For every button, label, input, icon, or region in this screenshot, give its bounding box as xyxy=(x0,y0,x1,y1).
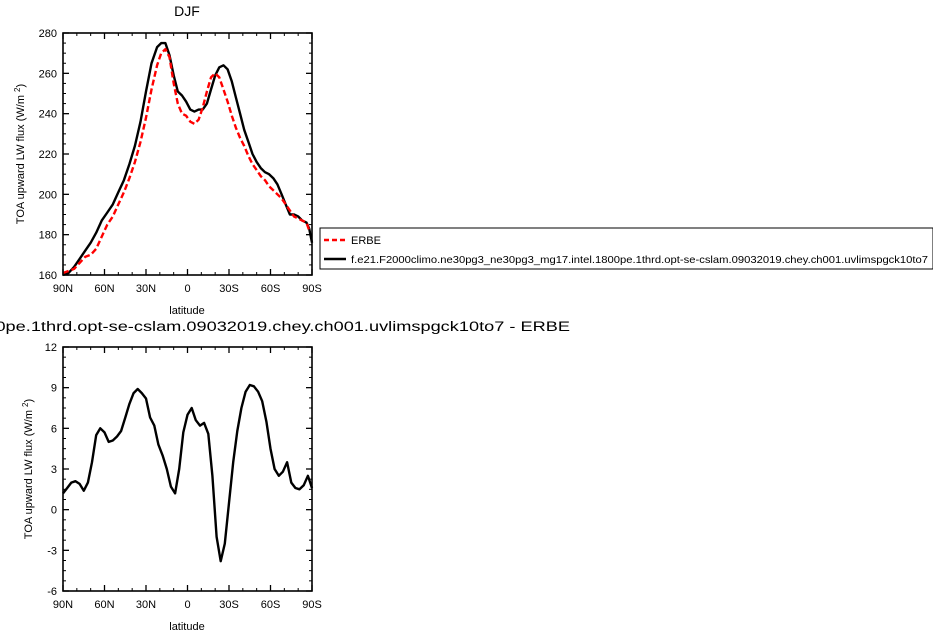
x-tick-label: 90N xyxy=(53,283,73,295)
series-line-0 xyxy=(62,383,314,563)
series-lines-bottom xyxy=(62,383,314,563)
plot-frame-bottom xyxy=(62,346,313,592)
y-axis-label-top: TOA upward LW flux (W/m 2) xyxy=(13,84,28,224)
y-tick-label: 12 xyxy=(45,342,57,354)
y-tick-label: 160 xyxy=(39,270,57,282)
y-axis-label-top-text: TOA upward LW flux (W/m xyxy=(15,95,27,224)
x-tick-label: 0 xyxy=(184,283,190,295)
y-tick-label: 260 xyxy=(39,68,57,80)
x-tick-label: 60N xyxy=(94,599,114,611)
ylabel-suffix: ) xyxy=(23,399,35,403)
ylabel-suffix: ) xyxy=(15,84,27,88)
y-tick-label: 220 xyxy=(39,149,57,161)
chart-title-top: DJF xyxy=(174,3,200,19)
x-tick-label: 60S xyxy=(261,283,281,295)
chart-title-bottom: f.e21.F2000climo.ne30pg3_ne30pg3_mg17.in… xyxy=(0,319,570,334)
series-lines-top xyxy=(62,41,314,277)
ylabel-superscript: 2 xyxy=(13,87,22,92)
legend: ERBE f.e21.F2000climo.ne30pg3_ne30pg3_mg… xyxy=(319,227,933,270)
y-tick-label: 180 xyxy=(39,230,57,242)
y-tick-label: 3 xyxy=(51,464,57,476)
x-tick-label: 30S xyxy=(219,283,239,295)
x-tick-label: 30N xyxy=(136,283,156,295)
legend-label-model: f.e21.F2000climo.ne30pg3_ne30pg3_mg17.in… xyxy=(351,254,928,266)
legend-box xyxy=(319,227,933,270)
y-tick-label: 0 xyxy=(51,505,57,517)
y-tick-label: 6 xyxy=(51,423,57,435)
x-axis-label-bottom: latitude xyxy=(169,621,204,633)
chart-panel-bottom: f.e21.F2000climo.ne30pg3_ne30pg3_mg17.in… xyxy=(0,319,570,633)
x-tick-label: 30N xyxy=(136,599,156,611)
y-axis-label-bottom-text: TOA upward LW flux (W/m xyxy=(23,410,35,539)
y-tick-label: 240 xyxy=(39,109,57,121)
x-tick-label: 90N xyxy=(53,599,73,611)
series-line-0 xyxy=(62,47,311,275)
y-axis-ticks-top: 160 180 200 220 240 260 280 xyxy=(39,28,312,282)
chart-panel-top: DJF 160 180 200 220 240 260 280 90N 60N 30N 0 30S 6… xyxy=(13,3,322,317)
legend-label-erbe: ERBE xyxy=(351,235,381,247)
x-tick-label: 60N xyxy=(94,283,114,295)
x-tick-label: 90S xyxy=(302,599,322,611)
y-tick-label: -6 xyxy=(47,586,57,598)
y-tick-label: 200 xyxy=(39,189,57,201)
x-tick-label: 60S xyxy=(261,599,281,611)
series-line-1 xyxy=(62,41,314,277)
plot-frame-top xyxy=(62,32,313,276)
x-tick-label: 0 xyxy=(184,599,190,611)
y-tick-label: 280 xyxy=(39,28,57,40)
ylabel-superscript: 2 xyxy=(21,402,30,407)
x-axis-ticks-bottom: 90N 60N 30N 0 30S 60S 90S xyxy=(53,347,322,611)
x-axis-label-top: latitude xyxy=(169,305,204,317)
x-tick-label: 90S xyxy=(302,283,322,295)
y-tick-label: -3 xyxy=(47,545,57,557)
x-tick-label: 30S xyxy=(219,599,239,611)
x-axis-ticks-top: 90N 60N 30N 0 30S 60S 90S xyxy=(53,33,322,295)
y-axis-label-bottom: TOA upward LW flux (W/m 2) xyxy=(21,399,36,539)
y-tick-label: 9 xyxy=(51,383,57,395)
